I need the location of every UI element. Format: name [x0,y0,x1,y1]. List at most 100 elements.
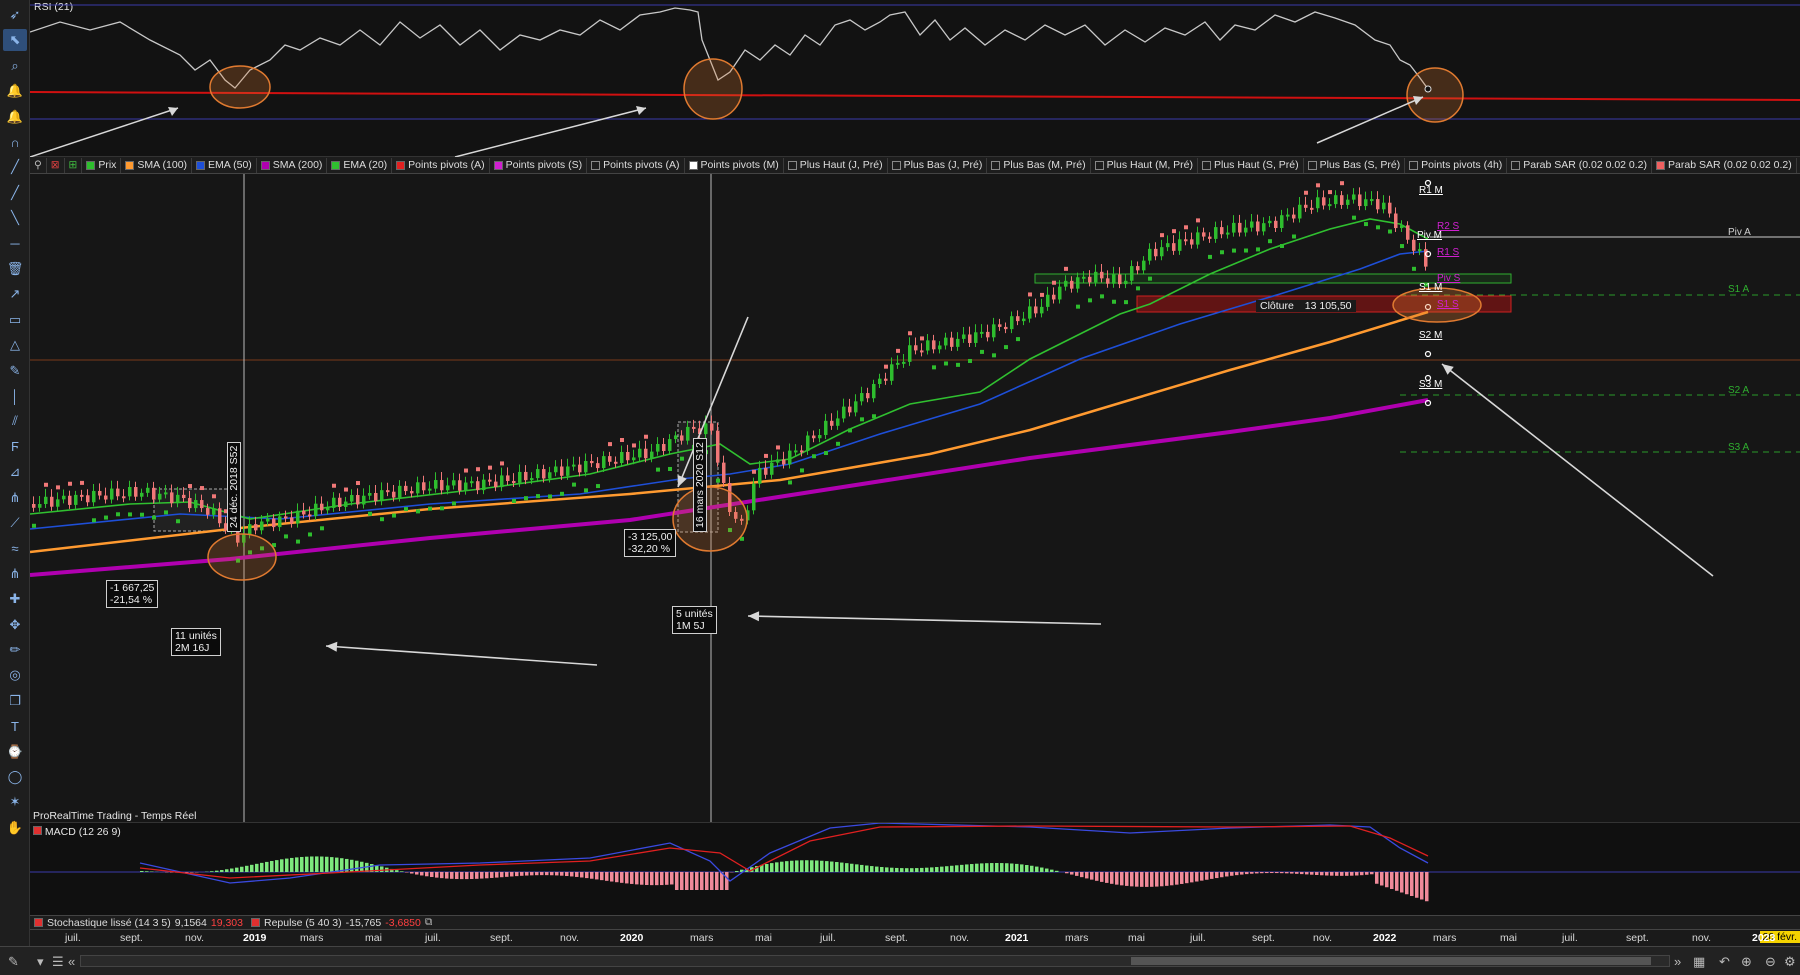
fibonacci-icon[interactable]: Ϝ [11,439,19,455]
legend-item[interactable]: SMA (200) [257,157,328,173]
copy-icon[interactable]: ❐ [9,692,21,708]
legend-swatch[interactable] [891,160,901,170]
zoom-in-icon[interactable]: ⊕ [1741,954,1752,969]
ellipse-icon[interactable]: ◯ [7,769,23,784]
legend-item[interactable]: EMA (20) [327,157,393,173]
magnet-icon[interactable]: ∩ [10,134,20,150]
support-zone-green[interactable] [1034,273,1512,284]
time-axis[interactable]: 20 févr. juil. sept. nov. 2019 mars mai juil. s… [30,929,1800,946]
macd-bar [815,860,819,872]
pointer-icon[interactable]: ➶ [9,7,21,22]
time-scrollbar[interactable] [80,955,1670,967]
pattern-icon[interactable]: ✶ [9,794,21,810]
candle [338,497,342,507]
price-pane[interactable]: ProRealTime Trading - Temps Réel -1 667,… [30,174,1800,822]
repulse-swatch[interactable] [250,918,260,927]
menu-icon[interactable]: ☰ [52,954,64,969]
rectangle-icon[interactable]: ▭ [8,311,22,327]
rsi-pane[interactable]: RSI (21) [30,0,1800,157]
legend-item[interactable]: Plus Haut (J, Pré) [784,157,888,173]
stoch-swatch[interactable] [34,918,43,927]
legend-item[interactable]: Plus Bas (M, Pré) [987,157,1091,173]
legend-swatch[interactable] [1409,160,1419,170]
legend-swatch[interactable] [688,160,698,170]
legend-swatch[interactable] [396,160,406,170]
move-icon[interactable]: ✥ [9,616,21,632]
detach-panel-icon[interactable]: ⧉ [424,916,433,928]
scroll-right-icon[interactable]: » [1674,954,1682,969]
scroll-left-icon[interactable]: « [68,954,76,969]
legend-swatch[interactable] [1094,160,1104,170]
cross-tools-icon[interactable]: ✚ [9,591,21,607]
andrew-icon[interactable]: ⋔ [9,565,21,581]
legend-item[interactable]: Plus Haut (M, Pré) [1091,157,1198,173]
wave-icon[interactable]: ≈ [11,540,19,556]
legend-swatch[interactable] [125,160,135,170]
cursor-icon[interactable]: ⬉ [3,29,27,52]
trash-icon[interactable]: 🗑 [6,261,24,276]
legend-item[interactable]: Points pivots (A) [392,157,490,173]
legend-swatch[interactable] [1511,160,1521,170]
legend-swatch[interactable] [86,160,96,170]
triangle-icon[interactable]: △ [10,337,20,353]
legend-swatch[interactable] [787,160,797,170]
rsi-chart[interactable] [30,0,1800,157]
gann-icon[interactable]: ⊿ [9,464,21,480]
alert-add-icon[interactable]: 🔔 [6,108,24,124]
legend-item[interactable]: Points pivots (4h) [1405,157,1508,173]
undo-icon[interactable]: ↶ [1719,954,1730,969]
text-icon[interactable]: T [11,718,19,734]
legend-item[interactable]: SMA (100) [121,157,193,173]
alert-bell-icon[interactable]: 🔔 [6,83,24,99]
sar-dot [1208,254,1212,259]
segment-icon[interactable]: ╲ [11,210,19,226]
dropdown-icon[interactable]: ▾ [37,954,44,969]
time-icon[interactable]: ⌚ [6,743,24,759]
spiral-icon[interactable]: ◎ [9,667,21,683]
zoom-icon[interactable]: ⌕ [11,57,19,73]
brush-icon[interactable]: ✎ [9,362,21,378]
legend-swatch[interactable] [260,160,270,170]
legend-item[interactable]: Plus Bas (J, Pré) [888,157,988,173]
hand-icon[interactable]: ✋ [6,819,24,835]
zoom-out-icon[interactable]: ⊖ [1765,954,1776,969]
trend-line-icon[interactable]: ╱ [11,159,19,175]
pitchfork-icon[interactable]: ⋔ [9,489,21,505]
delete-indicator-icon[interactable]: ⊠ [47,157,65,173]
legend-swatch[interactable] [1202,160,1211,170]
legend-item[interactable]: Parab SAR (0.02 0.02 0.2) [1652,157,1797,173]
legend-swatch[interactable] [196,160,206,170]
arrow-line-icon[interactable]: ↗ [9,286,21,302]
macd-pane[interactable]: MACD (12 26 9) [30,822,1800,915]
settings-icon[interactable]: ⚙ [1784,954,1796,969]
pivot-annual-s2: S2 A [1728,385,1750,396]
legend-item[interactable]: Points pivots (S) [490,157,588,173]
legend-swatch[interactable] [1656,160,1666,170]
pencil-icon[interactable]: ✎ [8,954,19,969]
add-indicator-icon[interactable]: ⊞ [65,157,83,173]
horizontal-line-icon[interactable]: ─ [10,236,20,252]
legend-item[interactable]: EMA (50) [192,157,257,173]
legend-item[interactable]: Plus Haut (S, Pré) [1198,157,1304,173]
legend-swatch[interactable] [331,160,341,170]
legend-item[interactable]: Points pivots (M) [685,157,784,173]
legend-item[interactable]: Plus Bas (S, Pré) [1304,157,1406,173]
regression-icon[interactable]: ⟋ [10,515,20,530]
price-chart[interactable] [30,174,1800,822]
calendar-icon[interactable]: ▦ [1693,954,1706,969]
legend-item[interactable]: Points pivots (A) [587,157,685,173]
legend-item[interactable]: Prix [82,157,122,173]
vertical-line-icon[interactable]: │ [10,388,20,404]
candle [662,444,666,451]
pencil-icon[interactable]: ✏ [9,642,21,657]
ray-icon[interactable]: ╱ [11,184,19,200]
macd-chart[interactable] [30,823,1800,916]
legend-swatch[interactable] [591,160,601,170]
legend-item[interactable]: Parab SAR (0.02 0.02 0.2) [1507,157,1653,173]
scrollbar-thumb[interactable] [1131,957,1651,965]
legend-swatch[interactable] [1307,160,1317,170]
legend-swatch[interactable] [991,160,1001,170]
channel-icon[interactable]: ⫽ [12,413,18,429]
pin-icon[interactable]: ⚲ [30,157,47,173]
legend-swatch[interactable] [493,160,503,170]
